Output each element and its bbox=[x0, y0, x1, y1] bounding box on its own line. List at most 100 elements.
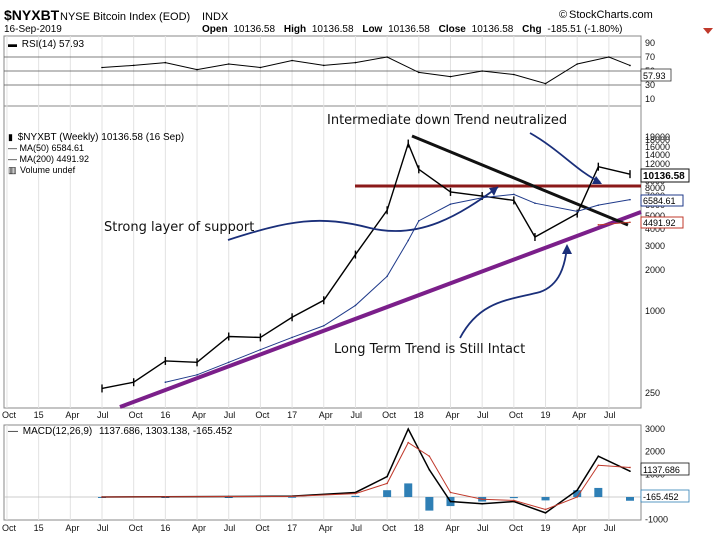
x-label-7: Jul bbox=[224, 410, 236, 420]
rsi-point-4 bbox=[227, 63, 230, 65]
rsi-line bbox=[101, 56, 631, 85]
price-tick-18000: 18000 bbox=[645, 135, 670, 145]
low-label: Low bbox=[362, 24, 382, 35]
brand[interactable]: StockCharts.com bbox=[569, 9, 653, 21]
price-legend-volume: ▥ Volume undef bbox=[8, 165, 76, 175]
rsi-tick-30: 30 bbox=[645, 80, 655, 90]
price-legend-volume-text: Volume undef bbox=[20, 165, 76, 175]
rsi-point-17 bbox=[629, 64, 631, 67]
rsi-value-text: 57.93 bbox=[643, 71, 666, 81]
index-name: NYSE Bitcoin Index (EOD) bbox=[60, 11, 190, 23]
price-tick-12000: 12000 bbox=[645, 159, 670, 169]
price-panel-frame bbox=[3, 105, 642, 409]
downtrend-arrow-head-icon bbox=[592, 176, 602, 184]
x-label-15: Jul bbox=[477, 410, 489, 420]
macd-legend-values: 1137.686, 1303.138, -165.452 bbox=[99, 426, 233, 437]
macd-plot bbox=[4, 427, 641, 514]
x-label-12: Oct bbox=[382, 410, 397, 420]
rsi-point-2 bbox=[164, 61, 167, 64]
macd-hist-bar-5 bbox=[383, 490, 392, 497]
rsi-point-5 bbox=[259, 66, 262, 69]
x-axis-labels-macd: Oct 15 Apr Jul Oct 16 Apr Jul Oct 17 Apr Jul Oct 18 Ap… bbox=[2, 523, 615, 533]
price-tick-14000: 14000 bbox=[645, 150, 670, 160]
ma50-value-box: 6584.61 bbox=[640, 194, 684, 207]
macd-signal-line-point-8 bbox=[449, 491, 452, 494]
macd-line-point-11 bbox=[544, 512, 547, 514]
chg-label: Chg bbox=[522, 24, 541, 35]
macd-hist-bar-11 bbox=[541, 497, 550, 501]
macd-line-point-6 bbox=[407, 428, 410, 430]
vertical-gridlines bbox=[6, 36, 610, 520]
x-label-11: Jul bbox=[350, 410, 362, 420]
longterm-arrow-head-icon bbox=[562, 244, 572, 254]
price-tick-1000: 1000 bbox=[645, 306, 665, 316]
open-label: Open bbox=[202, 24, 228, 35]
macd-tick-3000: 3000 bbox=[645, 424, 665, 434]
x-label-macd-10: Apr bbox=[319, 523, 333, 533]
price-legend-ma200-text: MA(200) 4491.92 bbox=[20, 154, 90, 164]
x-label-macd-17: 19 bbox=[541, 523, 551, 533]
x-label-2: Apr bbox=[65, 410, 79, 420]
macd-hist-bar-3 bbox=[288, 496, 297, 498]
x-label-macd-4: Oct bbox=[129, 523, 144, 533]
macd-signal-line-point-2 bbox=[227, 495, 230, 498]
x-label-8: Oct bbox=[255, 410, 270, 420]
macd-line-point-9 bbox=[481, 503, 483, 505]
price-legend-ma200: — MA(200) 4491.92 bbox=[8, 154, 89, 164]
ma50-line-point-7 bbox=[386, 275, 388, 278]
long-term-trend-line bbox=[119, 210, 642, 409]
x-label-macd-11: Jul bbox=[350, 523, 362, 533]
x-label-9: 17 bbox=[287, 410, 297, 420]
x-label-4: Oct bbox=[129, 410, 144, 420]
ma50-line-point-2 bbox=[227, 361, 230, 364]
ma50-line-point-12 bbox=[513, 193, 515, 196]
symbol: $NYXBT bbox=[4, 7, 60, 23]
macd-signal-line-point-10 bbox=[513, 499, 515, 502]
macd-signal-line-point-0 bbox=[101, 496, 103, 498]
high-label: High bbox=[284, 24, 306, 35]
x-label-5: 16 bbox=[160, 410, 170, 420]
exchange: INDX bbox=[202, 11, 229, 23]
annotation-long-term: Long Term Trend is Still Intact bbox=[334, 342, 525, 357]
macd-line bbox=[101, 427, 631, 514]
open-value: 10136.58 bbox=[233, 24, 275, 35]
price-tick-3000: 3000 bbox=[645, 241, 665, 251]
x-label-14: Apr bbox=[445, 410, 459, 420]
rsi-legend: ▬ RSI(14) 57.93 bbox=[8, 39, 84, 50]
x-label-0: Oct bbox=[2, 410, 17, 420]
downtrend-arrow-curve bbox=[529, 132, 601, 183]
x-label-17: 19 bbox=[541, 410, 551, 420]
support-arrow-curve bbox=[227, 186, 499, 241]
price-tick-250: 250 bbox=[645, 388, 660, 398]
price-legend-main: ▮ $NYXBT (Weekly) 10136.58 (16 Sep) bbox=[8, 132, 184, 143]
date: 16-Sep-2019 bbox=[4, 24, 62, 35]
ma50-line-point-6 bbox=[354, 304, 357, 307]
price-tick-2000: 2000 bbox=[645, 265, 665, 275]
ma200-swatch-icon: — bbox=[8, 154, 17, 164]
ma200-line bbox=[598, 221, 631, 226]
rsi-point-7 bbox=[322, 64, 325, 67]
close-label: Close bbox=[439, 24, 467, 35]
price-legend-main-text: $NYXBT (Weekly) 10136.58 (16 Sep) bbox=[18, 132, 184, 143]
rsi-plot bbox=[101, 56, 631, 85]
macd-hist-bar-4 bbox=[351, 495, 360, 497]
rsi-point-0 bbox=[101, 66, 103, 69]
macd-signal-line-point-3 bbox=[291, 495, 293, 498]
rsi-point-16 bbox=[608, 56, 610, 58]
macd-hist-bar-12 bbox=[573, 490, 582, 497]
rsi-value-box: 57.93 bbox=[640, 68, 672, 82]
rsi-point-3 bbox=[196, 68, 198, 71]
rsi-point-12 bbox=[481, 70, 483, 72]
macd-hist-bar-10 bbox=[509, 497, 518, 499]
chg-value: -185.51 (-1.80%) bbox=[547, 24, 622, 35]
macd-hist-bar-2 bbox=[224, 497, 233, 498]
price-tick-5000: 5000 bbox=[645, 211, 665, 221]
x-label-6: Apr bbox=[192, 410, 206, 420]
rsi-point-11 bbox=[449, 75, 452, 78]
price-legend-ma50-text: MA(50) 6584.61 bbox=[20, 143, 85, 153]
macd-signal-line-point-7 bbox=[428, 455, 431, 458]
x-label-13: 18 bbox=[414, 410, 424, 420]
macd-signal-line-point-13 bbox=[597, 464, 600, 467]
x-label-macd-1: 15 bbox=[34, 523, 44, 533]
down-trend-line bbox=[411, 134, 629, 227]
